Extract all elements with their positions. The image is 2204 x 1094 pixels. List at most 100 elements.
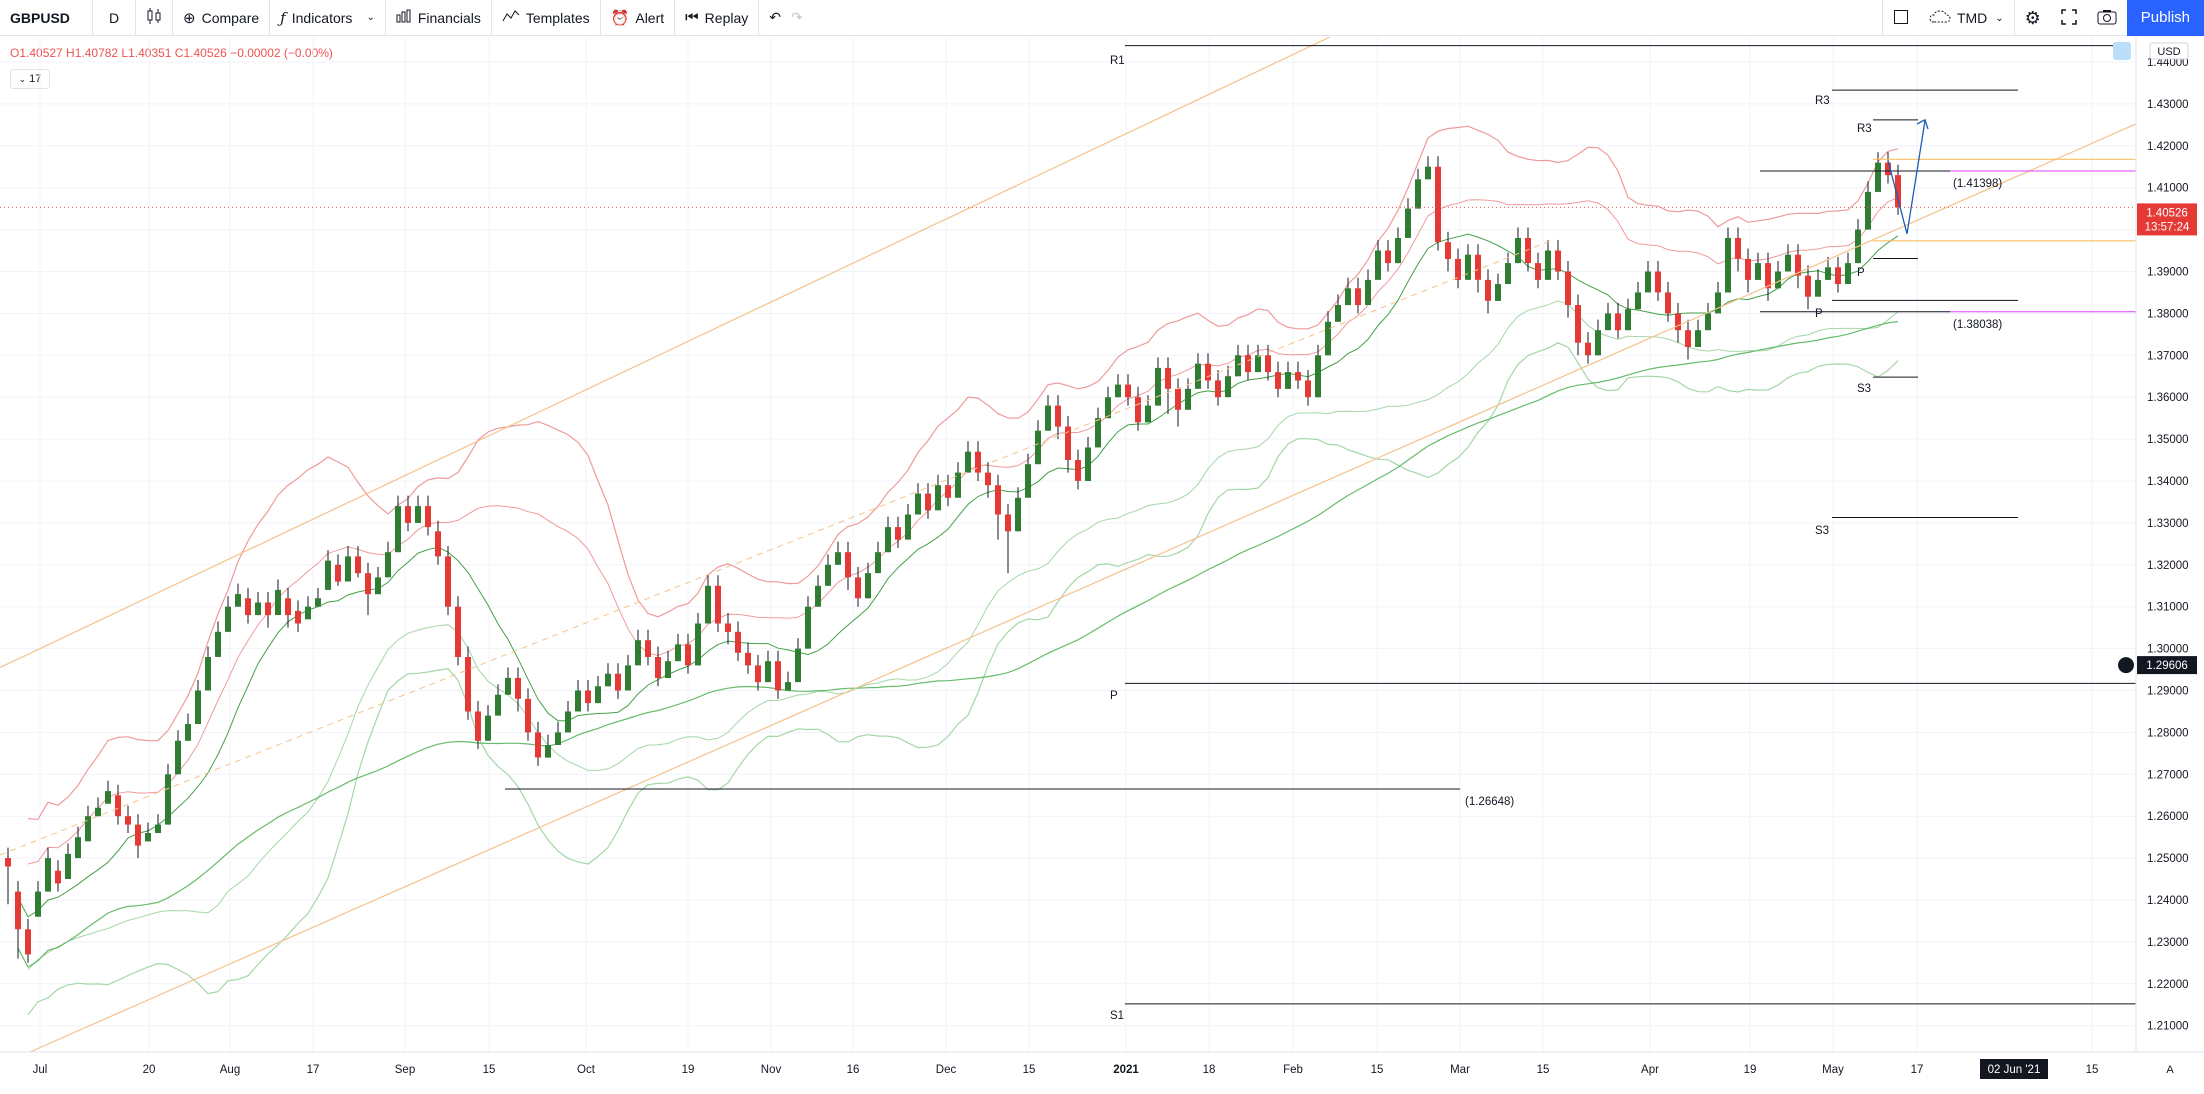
snapshot-button[interactable] [2087,0,2127,36]
candle-body [55,870,61,884]
candle-body [1275,372,1281,389]
candle-body [1335,305,1341,322]
templates-icon [502,9,520,27]
settings-button[interactable]: ⚙ [2015,0,2051,36]
price-chart[interactable]: R1 P S1 R3 R3 P P S3 S3 (1.26648) (1.413… [0,36,2204,1089]
candle-body [395,506,401,553]
toolbar-separator [135,0,136,36]
candle-body [1165,367,1171,389]
candle-body [925,493,931,511]
candle-body [655,657,661,678]
redo-button[interactable]: ↷ [791,0,813,36]
chevron-down-icon: ⌄ [366,12,375,23]
candle-body [555,732,561,745]
candle-body [1705,313,1711,331]
lower-level-label: (1.38038) [1953,319,2002,331]
candle-body [1295,372,1301,381]
compare-button[interactable]: ⊕ Compare [173,0,269,36]
price-tick-label: 1.24000 [2147,895,2189,907]
chart-area[interactable]: R1 P S1 R3 R3 P P S3 S3 (1.26648) (1.413… [0,36,2204,1094]
candle-body [255,602,261,616]
candle-body [175,740,181,775]
toolbar-separator [384,0,386,36]
candle-body [585,690,591,704]
price-tick-label: 1.29000 [2147,686,2189,698]
auto-scale-button[interactable]: A [2166,1064,2174,1076]
time-tick-label: 16 [847,1064,860,1076]
time-tick-label: Feb [1283,1064,1303,1076]
interval-button[interactable]: D [108,9,120,26]
candle-body [155,824,161,833]
candle-body [505,677,511,695]
financials-button[interactable]: Financials [386,0,491,36]
candle-body [1575,305,1581,343]
candle-body [1685,330,1691,347]
candle-body [945,485,951,498]
price-tick-label: 1.32000 [2147,560,2189,572]
cloud-icon [1929,9,1951,27]
candle-body [1495,284,1501,301]
ohlc-legend: O1.40527 H1.40782 L1.40351 C1.40526 −0.0… [10,46,333,60]
indicators-button[interactable]: ƒ Indicators ⌄ [270,0,385,36]
candle-body [165,774,171,825]
indicator-lines [17,125,1899,1016]
candle-body [95,807,101,817]
candles [5,152,1901,963]
chart-style-button[interactable] [136,0,172,36]
candle-body [625,665,631,691]
ohlc-values: O1.40527 H1.40782 L1.40351 C1.40526 −0.0… [10,46,333,60]
candle-body [495,694,501,716]
currency-label: USD [2157,46,2180,58]
alert-button[interactable]: ⏰ Alert [601,0,674,36]
candle-body [1105,397,1111,419]
candle-body [645,640,651,657]
candle-body [1665,292,1671,314]
save-cloud-button[interactable]: TMD ⌄ [1919,0,2014,36]
auto-scale-icon[interactable] [2113,42,2131,60]
candle-body [565,711,571,733]
candle-body [615,673,621,691]
candle-body [65,853,71,879]
time-tick-label: 20 [143,1064,156,1076]
time-tick-label: Dec [936,1064,957,1076]
candle-body [1825,267,1831,280]
candle-body [725,623,731,632]
candle-body [1085,447,1091,481]
crosshair-price-value: 1.29606 [2146,660,2188,672]
replay-button[interactable]: ⏮ Replay [675,0,758,36]
candle-body [845,552,851,578]
price-tick-label: 1.42000 [2147,141,2189,153]
time-tick-label: 19 [682,1064,695,1076]
time-tick-label: 18 [1203,1064,1216,1076]
currency-badge[interactable] [2149,42,2189,60]
candle-body [895,527,901,540]
candle-body [715,585,721,624]
candle-body [1395,238,1401,264]
fullscreen-button[interactable] [2051,0,2087,36]
time-axis[interactable]: Jul 20 Aug 17 Sep 15 Oct 19 Nov 16 Dec 15 2021 18 Feb 1… [0,1051,2204,1089]
sma-long-line [17,320,1899,968]
crosshair-price-tag: + 1.29606 [2118,656,2197,686]
candle-body [125,816,131,825]
templates-button[interactable]: Templates [492,0,600,36]
price-axis[interactable]: 1.440001.430001.420001.410001.400001.390… [2113,37,2204,1052]
candle-body [1025,464,1031,498]
publish-button[interactable]: Publish [2126,0,2204,36]
candle-body [1805,275,1811,297]
candle-body [1345,288,1351,306]
candle-body [1525,238,1531,264]
time-tick-label: 15 [483,1064,496,1076]
candle-body [135,824,141,846]
add-alert-icon[interactable] [2118,657,2134,674]
candle-body [485,715,491,741]
candle-body [265,602,271,616]
plus-icon: + [2121,672,2131,686]
undo-button[interactable]: ↶ [759,0,791,36]
candle-body [85,816,91,842]
symbol-search[interactable]: GBPUSD [10,9,70,26]
arrow-head [1916,118,1929,130]
candle-body [1775,271,1781,289]
layout-button[interactable] [1883,0,1919,36]
candle-body [1535,263,1541,280]
toolbar-separator [172,0,173,36]
